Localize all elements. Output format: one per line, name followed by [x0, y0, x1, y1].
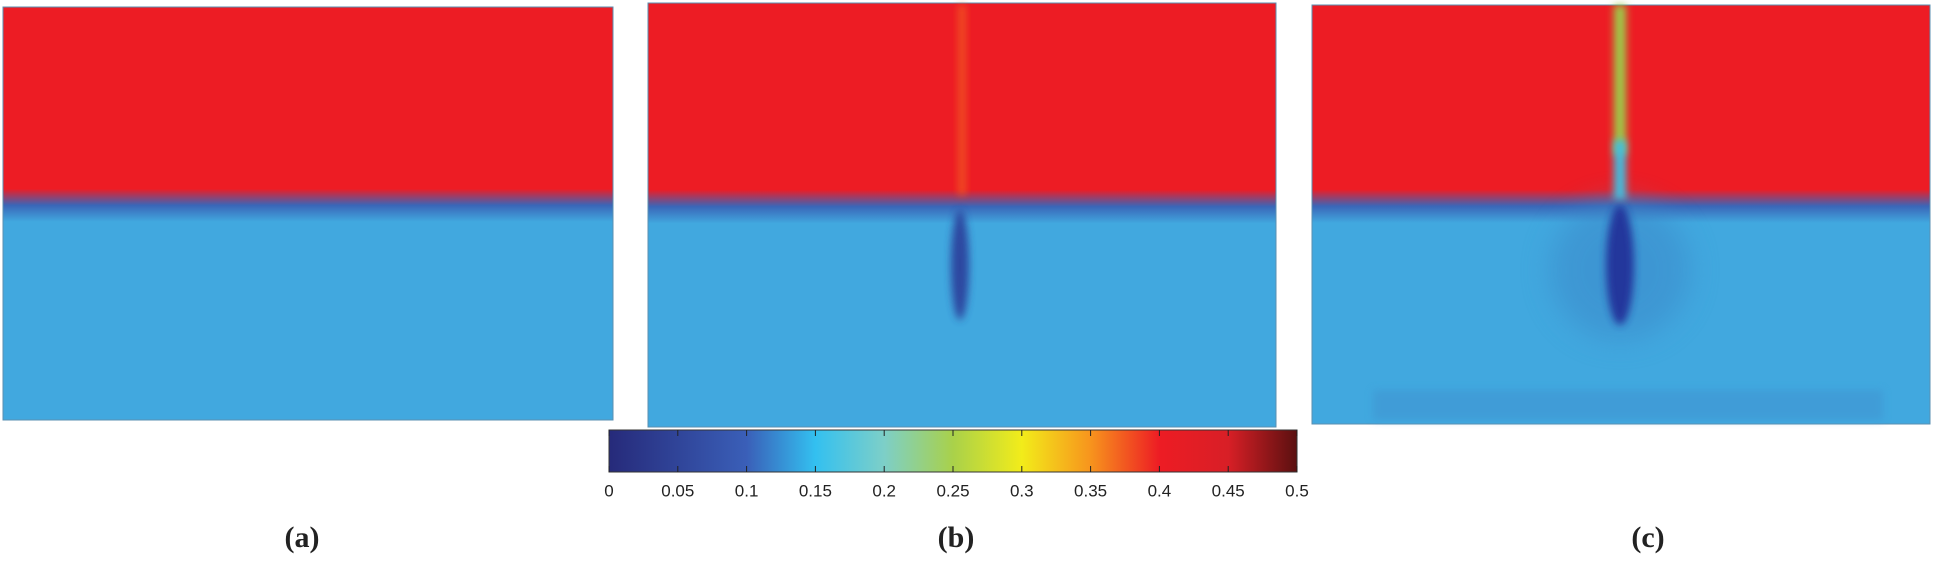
- tick-label: 0.5: [1285, 481, 1309, 500]
- tick-label: 0.25: [936, 481, 969, 500]
- colorbar: [608, 429, 1298, 473]
- panel-a: [2, 6, 614, 421]
- tick-label: 0.05: [661, 481, 694, 500]
- panel-c: [1311, 4, 1931, 425]
- tick-label: 0.15: [799, 481, 832, 500]
- tick-label: 0: [604, 481, 613, 500]
- tick-label: 0.45: [1212, 481, 1245, 500]
- panel-b: [647, 2, 1277, 428]
- tick-label: 0.35: [1074, 481, 1107, 500]
- tick-label: 0.3: [1010, 481, 1034, 500]
- tick-label: 0.2: [872, 481, 896, 500]
- panel-label: (a): [285, 521, 320, 554]
- panel-label: (b): [938, 521, 975, 554]
- panel-label: (c): [1631, 521, 1664, 554]
- tick-label: 0.4: [1148, 481, 1172, 500]
- tick-label: 0.1: [735, 481, 759, 500]
